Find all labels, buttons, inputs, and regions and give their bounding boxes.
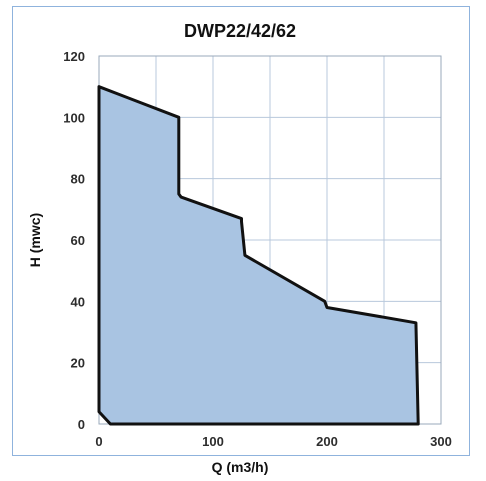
y-tick-label: 60	[71, 233, 85, 248]
y-tick-label: 0	[78, 417, 85, 432]
y-tick-label: 40	[71, 294, 85, 309]
y-tick-label: 120	[63, 49, 85, 64]
y-axis-label: H (mwc)	[27, 213, 43, 267]
x-axis-ticks: 0 100 200 300	[95, 434, 451, 449]
y-tick-label: 20	[71, 356, 85, 371]
x-tick-label: 0	[95, 434, 102, 449]
performance-envelope	[97, 85, 420, 426]
y-tick-label: 80	[71, 172, 85, 187]
chart-title: DWP22/42/62	[184, 21, 296, 41]
x-axis-label: Q (m3/h)	[212, 459, 269, 475]
x-tick-label: 200	[316, 434, 338, 449]
envelope-area	[97, 85, 420, 426]
y-tick-label: 100	[63, 110, 85, 125]
x-tick-label: 300	[430, 434, 452, 449]
x-tick-label: 100	[202, 434, 224, 449]
y-axis-ticks: 0 20 40 60 80 100 120	[63, 49, 85, 432]
